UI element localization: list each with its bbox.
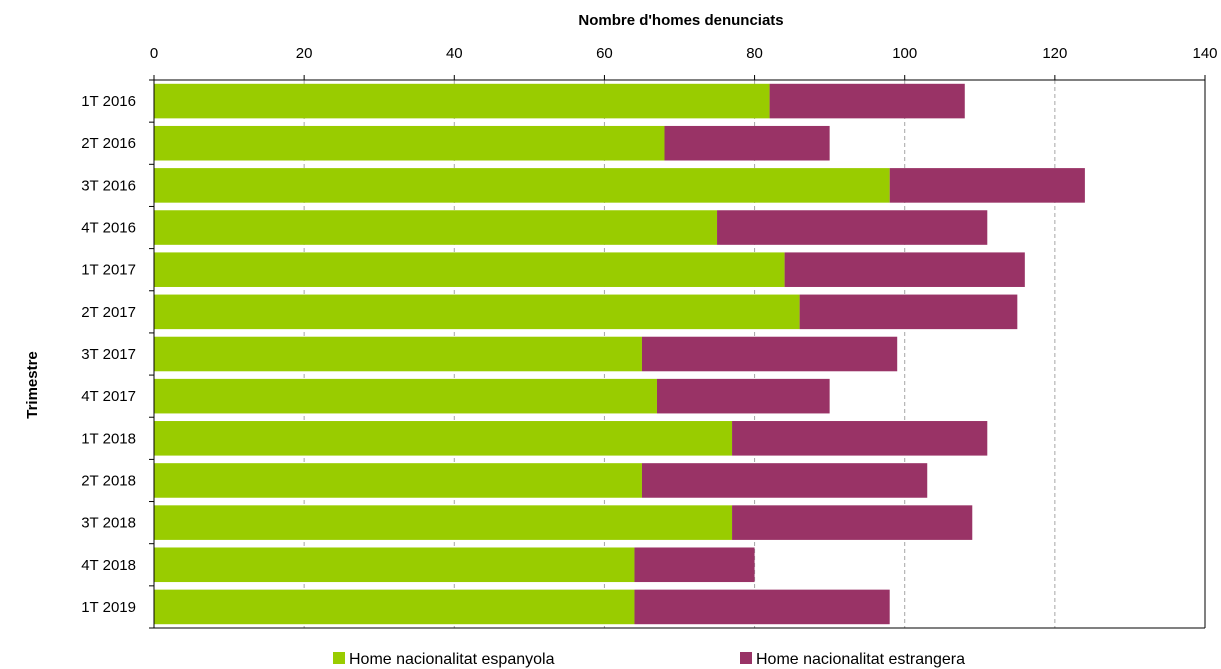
bar-foreign (641, 463, 928, 498)
x-tick-label: 100 (892, 45, 917, 62)
bar-foreign (641, 336, 898, 372)
bar-spanish (154, 378, 657, 414)
x-tick-label: 140 (1192, 45, 1217, 62)
y-tick-label: 1T 2018 (81, 430, 136, 447)
legend: Home nacionalitat espanyola Home naciona… (333, 651, 965, 668)
y-tick-label: 1T 2017 (81, 262, 136, 279)
bar-foreign (717, 210, 988, 245)
x-axis-title: Nombre d'homes denunciats (578, 12, 783, 29)
bar-spanish (154, 421, 733, 456)
bar-spanish (154, 210, 718, 245)
y-tick-label: 1T 2016 (81, 93, 136, 110)
x-tick-label: 80 (746, 45, 763, 62)
legend-item-foreign: Home nacionalitat estrangera (740, 651, 965, 668)
bar-foreign (784, 252, 1025, 287)
y-tick-label: 4T 2017 (81, 388, 136, 405)
bar-spanish (154, 547, 635, 583)
legend-label: Home nacionalitat espanyola (349, 651, 555, 668)
bar-foreign (732, 505, 973, 540)
bar-spanish (154, 505, 733, 540)
y-tick-label: 3T 2018 (81, 515, 136, 532)
x-tick-label: 60 (596, 45, 613, 62)
x-tick-label: 120 (1042, 45, 1067, 62)
axis-layer: 0 20 40 60 80 100 120 140 1T 2016 2T 2016 3T 2016 4… (81, 45, 1218, 629)
legend-swatch (333, 652, 345, 664)
bar-spanish (154, 125, 665, 161)
y-tick-label: 2T 2016 (81, 135, 136, 152)
bar-foreign (664, 125, 830, 161)
y-tick-label: 3T 2017 (81, 346, 136, 363)
bar-foreign (732, 421, 988, 456)
bar-spanish (154, 83, 770, 119)
legend-swatch (740, 652, 752, 664)
legend-label: Home nacionalitat estrangera (756, 651, 965, 668)
bar-foreign (889, 168, 1085, 203)
bar-foreign (799, 294, 1018, 330)
bar-foreign (656, 378, 830, 414)
bar-spanish (154, 589, 635, 625)
x-tick-label: 40 (446, 45, 463, 62)
y-tick-label: 2T 2018 (81, 472, 136, 489)
bar-spanish (154, 336, 642, 372)
bar-spanish (154, 168, 890, 203)
y-tick-label: 3T 2016 (81, 177, 136, 194)
bar-foreign (634, 589, 890, 625)
y-tick-label: 4T 2016 (81, 220, 136, 237)
x-tick-label: 20 (296, 45, 313, 62)
bar-foreign (634, 547, 755, 583)
bars-layer (154, 83, 1085, 625)
y-tick-label: 2T 2017 (81, 304, 136, 321)
y-tick-label: 4T 2018 (81, 557, 136, 574)
bar-foreign (769, 83, 965, 119)
legend-item-spanish: Home nacionalitat espanyola (333, 651, 555, 668)
bar-spanish (154, 463, 642, 498)
y-axis-title: Trimestre (24, 351, 41, 419)
y-tick-label: 1T 2019 (81, 599, 136, 616)
x-tick-label: 0 (150, 45, 158, 62)
bar-spanish (154, 294, 800, 330)
bar-spanish (154, 252, 785, 287)
